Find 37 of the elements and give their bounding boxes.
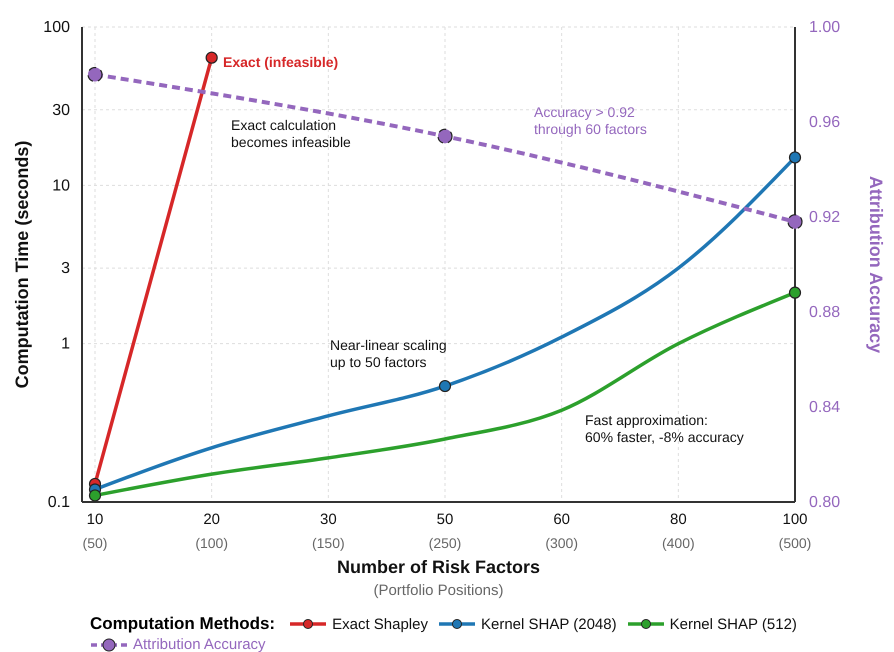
x-tick-label: 80 (400) [662,511,695,551]
y-tick-label: 1 [61,336,70,353]
annotation: Accuracy > 0.92 through 60 factors [534,104,647,137]
legend-label: Attribution Accuracy [132,636,266,652]
y2-tick-label: 0.92 [809,209,840,226]
point [788,286,802,299]
y-tick-label: 3 [61,260,70,278]
y2-tick-label: 0.84 [809,399,840,416]
y-tick-label: 10 [52,177,70,194]
y2-tick-label: 0.80 [809,494,840,511]
legend-label: Kernel SHAP (512) [668,616,797,632]
y-tick-label: 0.1 [48,494,70,511]
x-tick-label: 60 (300) [545,511,578,551]
annotation: Exact (infeasible) [223,54,338,70]
y-tick-label: 100 [43,19,70,36]
point [438,380,452,392]
x-tick-label: 100 (500) [778,511,812,551]
x-tick-label: 20 (100) [195,511,228,551]
y2-tick-label: 1.00 [809,19,840,36]
y2-tick-label: 0.88 [809,304,840,321]
x-axis-title: Number of Risk Factors (Portfolio Positions) [336,557,540,599]
y-axis-title: Computation Time (seconds) [12,140,32,388]
annotation: Exact calculation becomes infeasible [231,117,352,150]
y2-tick-label: 0.96 [809,114,840,131]
legend-label: Kernel SHAP (2048) [480,616,617,632]
x-tick-label: 10 (50) [82,511,108,551]
x-tick-label: 50 (250) [428,511,462,551]
point [88,489,102,502]
x-tick-label: 30 (150) [312,511,345,551]
point [206,52,218,64]
y2-axis-title: Attribution Accuracy [866,176,886,354]
legend-title: Computation Methods: [90,614,276,634]
legend-label: Exact Shapley [331,616,428,632]
point [788,151,802,164]
y-tick-label: 30 [52,102,70,119]
annotation: Near-linear scaling up to 50 factors [330,337,447,370]
annotation: Fast approximation: 60% faster, -8% accuracy [585,412,744,445]
